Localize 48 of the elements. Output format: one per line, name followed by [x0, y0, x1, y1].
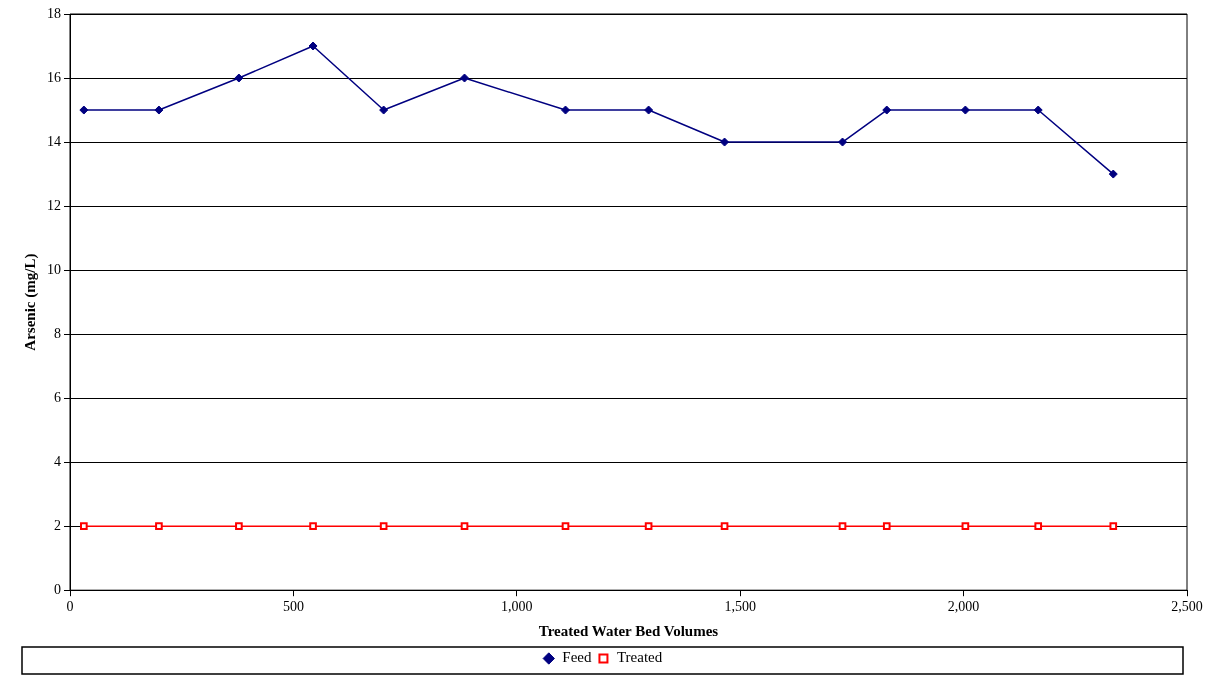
y-tick-label: 0	[54, 581, 61, 597]
point	[235, 522, 243, 531]
y-tick-label: 8	[54, 325, 61, 341]
point	[644, 522, 653, 531]
point	[309, 522, 317, 531]
point	[155, 522, 163, 531]
legend-label: Feed	[562, 649, 592, 666]
point	[460, 73, 470, 83]
point	[379, 105, 389, 115]
y-tick-label: 10	[47, 261, 61, 277]
y-tick-label: 16	[47, 69, 61, 85]
point	[720, 522, 729, 531]
y-tick-label: 4	[54, 453, 61, 469]
point	[80, 522, 88, 531]
point	[1034, 522, 1043, 531]
point	[882, 105, 892, 115]
x-tick-label: 0	[66, 599, 74, 615]
y-tick-label: 18	[47, 5, 61, 21]
point	[1033, 105, 1043, 115]
y-tick-label: 2	[54, 517, 61, 533]
point	[460, 522, 469, 531]
point	[644, 105, 654, 115]
x-axis-title: Treated Water Bed Volumes	[538, 622, 719, 639]
point	[79, 105, 89, 115]
x-tick-label: 2,500	[1171, 599, 1203, 615]
x-tick-label: 2,000	[947, 599, 980, 615]
x-tick-label: 500	[282, 599, 304, 615]
point	[720, 137, 730, 147]
point	[379, 522, 388, 531]
point	[838, 522, 847, 531]
point	[154, 105, 164, 115]
y-tick-label: 6	[54, 389, 61, 405]
y-tick-label: 14	[47, 133, 61, 149]
point	[234, 73, 244, 83]
y-axis-title: Arsenic (mg/L)	[21, 253, 39, 351]
x-tick-label: 1,500	[724, 599, 756, 615]
point	[561, 522, 570, 531]
legend-label: Treated	[616, 649, 663, 666]
point	[960, 105, 970, 115]
y-tick-label: 12	[47, 197, 61, 213]
point	[882, 522, 891, 531]
point	[838, 137, 848, 147]
point	[961, 522, 970, 531]
x-tick-label: 1,000	[501, 599, 533, 615]
point	[1109, 522, 1118, 531]
point	[1108, 169, 1118, 179]
point	[308, 41, 318, 51]
point	[561, 105, 570, 115]
